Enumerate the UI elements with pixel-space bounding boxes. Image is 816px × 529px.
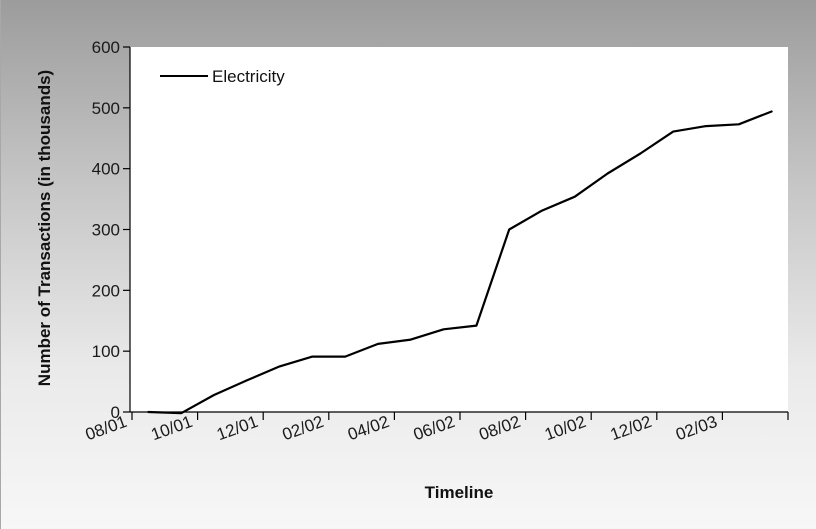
- y-tick-label: 100: [92, 342, 120, 361]
- y-tick-label: 200: [92, 281, 120, 300]
- tick-marks: [123, 46, 789, 420]
- x-tick-label: 10/02: [542, 412, 588, 444]
- y-axis-title: Number of Transactions (in thousands): [35, 70, 54, 386]
- y-tick-label: 0: [111, 403, 120, 422]
- series-line-electricity: [147, 110, 773, 415]
- x-tick-label: 12/02: [608, 412, 654, 444]
- y-tick-label: 400: [92, 160, 120, 179]
- y-tick-label: 500: [92, 99, 120, 118]
- x-tick-label: 12/01: [214, 412, 260, 444]
- series-layer: [147, 110, 773, 415]
- x-tick-label: 02/02: [280, 412, 326, 444]
- x-tick-label: 10/01: [148, 412, 194, 444]
- x-tick-label: 06/02: [411, 412, 457, 444]
- legend-label-electricity: Electricity: [212, 67, 285, 86]
- x-tick-label: 08/01: [83, 412, 129, 444]
- y-tick-labels: 0 100 200 300 400 500 600: [92, 38, 120, 422]
- x-tick-label: 02/03: [673, 412, 719, 444]
- plot-area: [130, 47, 788, 412]
- y-tick-label: 300: [92, 221, 120, 240]
- x-tick-label: 08/02: [476, 412, 522, 444]
- x-tick-label: 04/02: [345, 412, 391, 444]
- legend: Electricity: [160, 67, 285, 86]
- y-tick-label: 600: [92, 38, 120, 57]
- x-tick-labels: 08/01 10/01 12/01 02/02 04/02 06/02 08/02 10/02…: [83, 412, 720, 444]
- x-axis-title: Timeline: [425, 483, 494, 502]
